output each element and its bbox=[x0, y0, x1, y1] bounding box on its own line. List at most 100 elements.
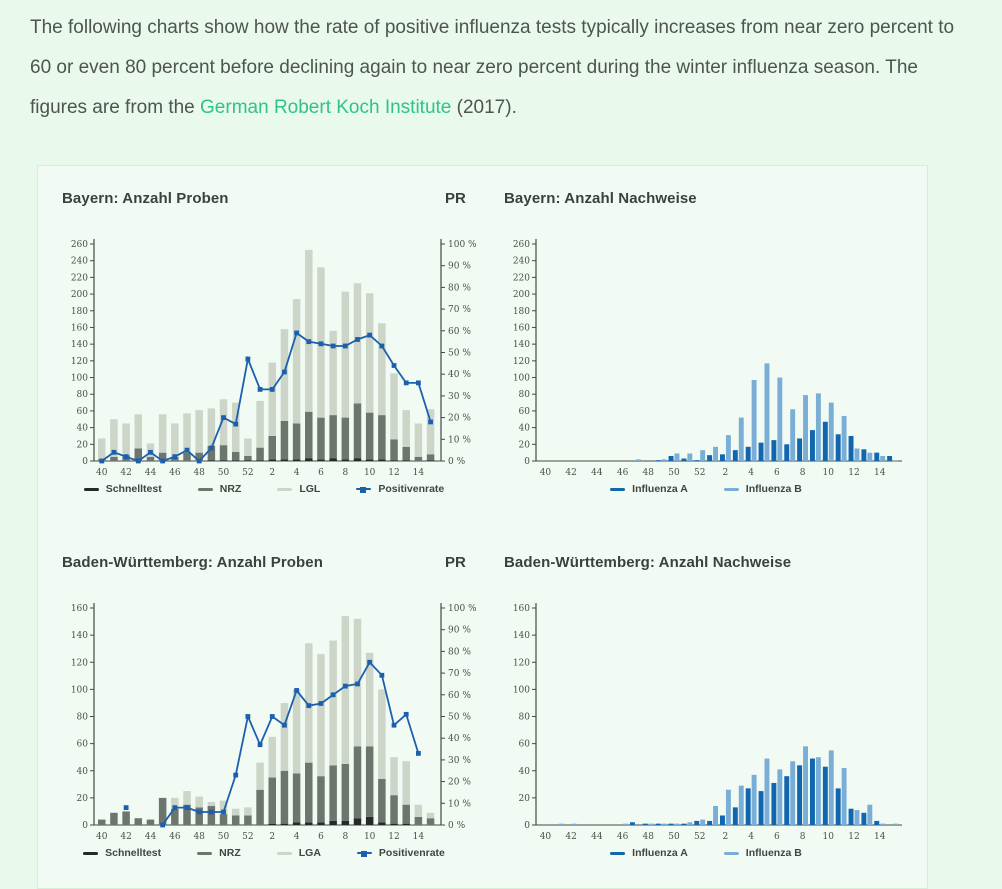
percent-axis: 0 % 10 % 20 % 30 % 40 % 50 % 60 % 70 % 80 % 90 % 1… bbox=[440, 603, 477, 831]
right-axis-title: PR bbox=[444, 554, 466, 571]
x-axis-labels: 40 42 44 46 48 50 52 2 4 6 8 10 12 14 bbox=[540, 468, 886, 478]
svg-text:60 %: 60 % bbox=[448, 327, 471, 337]
legend-item: LGL bbox=[277, 483, 320, 495]
legend-item: Influenza A bbox=[610, 483, 688, 495]
svg-text:30 %: 30 % bbox=[448, 392, 471, 402]
svg-text:4: 4 bbox=[294, 832, 300, 842]
legend-label: Influenza A bbox=[632, 847, 688, 859]
chart-title: Baden-Württemberg: Anzahl Proben bbox=[62, 554, 323, 571]
positivenrate-line bbox=[99, 330, 433, 464]
svg-text:40: 40 bbox=[96, 468, 108, 478]
legend-line-dot bbox=[360, 486, 367, 493]
bw-nachweise-legend: Influenza A Influenza B bbox=[504, 844, 908, 862]
svg-text:80: 80 bbox=[77, 713, 89, 723]
legend-item: Influenza B bbox=[723, 847, 802, 859]
chart-title-row: Baden-Württemberg: Anzahl Nachweise bbox=[504, 554, 908, 584]
svg-text:120: 120 bbox=[513, 357, 530, 367]
legend-item: NRZ bbox=[197, 483, 242, 495]
svg-text:40 %: 40 % bbox=[448, 734, 471, 744]
y-axis: 0 20 40 60 80 100 120 140 160 bbox=[71, 603, 95, 831]
svg-text:44: 44 bbox=[591, 468, 603, 478]
legend-item: Influenza A bbox=[610, 847, 688, 859]
svg-text:12: 12 bbox=[848, 832, 859, 842]
rki-link[interactable]: German Robert Koch Institute bbox=[200, 97, 452, 118]
svg-text:14: 14 bbox=[413, 832, 425, 842]
svg-text:80 %: 80 % bbox=[448, 647, 471, 657]
chart-title: Baden-Württemberg: Anzahl Nachweise bbox=[504, 554, 792, 571]
svg-text:52: 52 bbox=[242, 832, 253, 842]
svg-text:200: 200 bbox=[513, 290, 530, 300]
chart-bw-proben: Baden-Württemberg: Anzahl Proben PR 0 20 4… bbox=[62, 554, 492, 862]
svg-text:100: 100 bbox=[513, 374, 530, 384]
svg-text:44: 44 bbox=[145, 468, 157, 478]
svg-text:48: 48 bbox=[193, 832, 205, 842]
svg-text:10: 10 bbox=[364, 468, 376, 478]
svg-text:40: 40 bbox=[96, 832, 108, 842]
svg-text:220: 220 bbox=[71, 273, 88, 283]
svg-text:6: 6 bbox=[318, 832, 324, 842]
legend-label: NRZ bbox=[219, 483, 242, 495]
svg-text:140: 140 bbox=[71, 340, 88, 350]
intro-paragraph: The following charts show how the rate o… bbox=[0, 0, 1002, 128]
legend-line-swatch bbox=[356, 850, 372, 857]
svg-text:20: 20 bbox=[519, 440, 531, 450]
svg-text:60: 60 bbox=[77, 740, 89, 750]
bw-proben-legend: Schnelltest NRZ LGA Positivenrate bbox=[62, 844, 466, 862]
svg-text:14: 14 bbox=[413, 468, 425, 478]
intro-text-after: (2017). bbox=[451, 97, 517, 118]
svg-text:240: 240 bbox=[513, 257, 530, 267]
svg-text:100: 100 bbox=[71, 685, 88, 695]
legend-bar-swatch bbox=[276, 851, 292, 855]
legend-bar-swatch bbox=[83, 851, 99, 855]
svg-text:60: 60 bbox=[519, 740, 531, 750]
svg-text:4: 4 bbox=[748, 468, 754, 478]
svg-text:180: 180 bbox=[71, 307, 88, 317]
legend-item: Positivenrate bbox=[356, 483, 444, 495]
x-axis-labels: 40 42 44 46 48 50 52 2 4 6 8 10 12 14 bbox=[96, 832, 424, 842]
svg-text:160: 160 bbox=[71, 323, 88, 333]
chart-title: Bayern: Anzahl Nachweise bbox=[504, 190, 697, 207]
chart-title-row: Baden-Württemberg: Anzahl Proben PR bbox=[62, 554, 466, 584]
svg-text:80: 80 bbox=[77, 390, 89, 400]
svg-text:8: 8 bbox=[342, 468, 348, 478]
svg-text:70 %: 70 % bbox=[448, 305, 471, 315]
chart-bayern-nachweise: Bayern: Anzahl Nachweise 0 20 40 60 80 100 120… bbox=[504, 190, 934, 498]
legend-line-dot bbox=[360, 850, 367, 857]
svg-text:12: 12 bbox=[388, 832, 399, 842]
svg-text:140: 140 bbox=[71, 631, 88, 641]
chart-title: Bayern: Anzahl Proben bbox=[62, 190, 229, 207]
legend-label: Positivenrate bbox=[378, 483, 445, 495]
svg-text:52: 52 bbox=[242, 468, 253, 478]
y-axis: 0 20 40 60 80 100 120 140 160 180 200 220 240 260 bbox=[71, 239, 95, 467]
chart-title-row: Bayern: Anzahl Nachweise bbox=[504, 190, 908, 220]
svg-text:100: 100 bbox=[513, 685, 530, 695]
svg-text:4: 4 bbox=[748, 832, 754, 842]
legend-label: Schnelltest bbox=[105, 847, 162, 859]
svg-text:40: 40 bbox=[77, 424, 89, 434]
svg-text:14: 14 bbox=[874, 832, 886, 842]
legend-bar-swatch bbox=[723, 487, 739, 491]
svg-text:42: 42 bbox=[120, 832, 131, 842]
svg-text:0: 0 bbox=[82, 821, 88, 831]
legend-item: Schnelltest bbox=[83, 483, 162, 495]
svg-text:8: 8 bbox=[800, 832, 806, 842]
svg-text:0: 0 bbox=[82, 457, 88, 467]
svg-text:6: 6 bbox=[774, 468, 780, 478]
intro-text-before: The following charts show how the rate o… bbox=[30, 17, 955, 118]
svg-text:10: 10 bbox=[364, 832, 376, 842]
svg-text:100: 100 bbox=[71, 374, 88, 384]
svg-text:2: 2 bbox=[723, 832, 729, 842]
svg-text:0 %: 0 % bbox=[448, 457, 466, 467]
svg-text:80: 80 bbox=[519, 390, 531, 400]
svg-text:40: 40 bbox=[540, 468, 552, 478]
svg-text:160: 160 bbox=[513, 323, 530, 333]
svg-text:80 %: 80 % bbox=[448, 283, 471, 293]
svg-text:220: 220 bbox=[513, 273, 530, 283]
legend-label: Influenza A bbox=[632, 483, 688, 495]
svg-text:10 %: 10 % bbox=[448, 799, 471, 809]
bayern-proben-legend: Schnelltest NRZ LGL Positivenrate bbox=[62, 480, 466, 498]
svg-text:52: 52 bbox=[694, 468, 705, 478]
